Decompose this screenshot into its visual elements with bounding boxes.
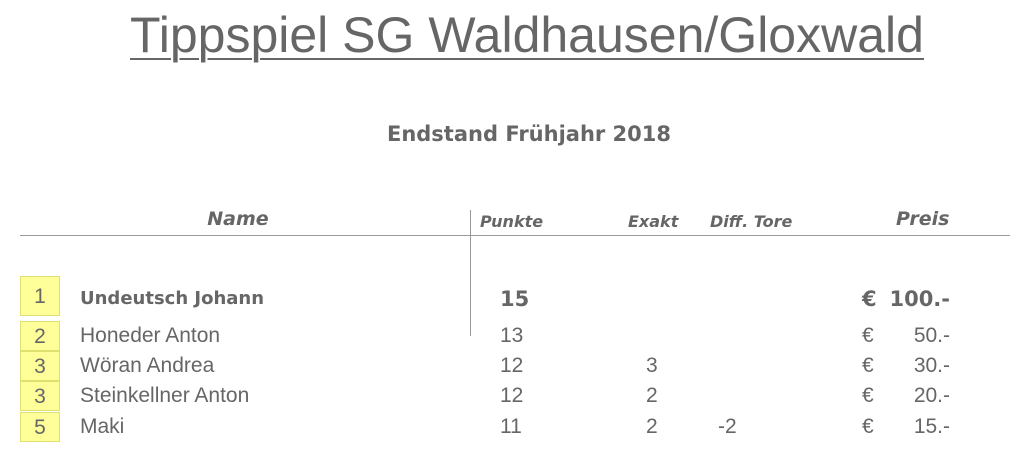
rank: 2 xyxy=(20,321,60,351)
subtitle: Endstand Frühjahr 2018 xyxy=(386,122,672,146)
title: Tippspiel SG Waldhausen/Gloxwald xyxy=(130,7,924,63)
header-points: Punkte xyxy=(480,212,544,231)
prize: 20.- xyxy=(913,384,950,407)
currency: € xyxy=(862,324,874,347)
header-name: Name xyxy=(207,208,269,230)
header-diff: Diff. Tore xyxy=(710,212,793,231)
points: 12 xyxy=(500,354,524,377)
header-rule xyxy=(20,235,1010,236)
column-rule xyxy=(470,210,471,336)
rank: 3 xyxy=(20,381,60,411)
exact: 3 xyxy=(646,354,658,377)
header-prize: Preis xyxy=(896,208,950,230)
prize: 30.- xyxy=(913,354,950,377)
currency: € xyxy=(862,287,877,311)
exact: 2 xyxy=(646,415,658,438)
header-exact: Exakt xyxy=(628,212,679,231)
currency: € xyxy=(862,354,874,377)
currency: € xyxy=(862,415,874,438)
name: Honeder Anton xyxy=(80,324,221,347)
name: Steinkellner Anton xyxy=(80,384,250,407)
prize: 15.- xyxy=(913,415,950,438)
rank: 5 xyxy=(20,412,60,442)
rank: 1 xyxy=(20,276,60,316)
name: Undeutsch Johann xyxy=(80,288,265,309)
rank: 3 xyxy=(20,351,60,381)
exact: 2 xyxy=(646,384,658,407)
diff: -2 xyxy=(718,415,737,438)
points: 13 xyxy=(500,324,524,347)
points: 11 xyxy=(500,415,522,438)
name: Wöran Andrea xyxy=(80,354,215,377)
prize: 50.- xyxy=(913,324,950,347)
points: 15 xyxy=(500,287,530,311)
name: Maki xyxy=(80,415,125,438)
points: 12 xyxy=(500,384,524,407)
prize: 100.- xyxy=(889,287,950,311)
currency: € xyxy=(862,384,874,407)
